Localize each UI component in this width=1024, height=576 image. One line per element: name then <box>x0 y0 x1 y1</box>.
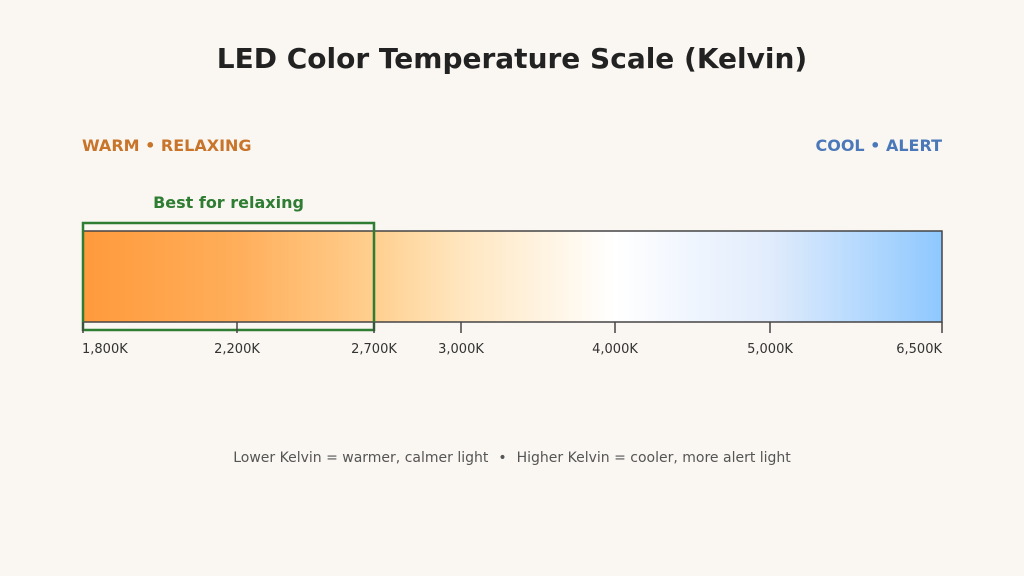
tick-label: 3,000K <box>438 342 484 357</box>
tick-label: 2,200K <box>214 342 260 357</box>
footnote-right: Higher Kelvin = cooler, more alert light <box>516 450 791 466</box>
warm-label: WARM • RELAXING <box>82 136 252 155</box>
tick-label: 6,500K <box>896 342 942 357</box>
footnote-left: Lower Kelvin = warmer, calmer light <box>233 450 489 466</box>
highlight-label: Best for relaxing <box>153 193 304 212</box>
footnote-separator: • <box>498 450 507 466</box>
tick-label: 1,800K <box>82 342 128 357</box>
footnote: Lower Kelvin = warmer, calmer light • High… <box>0 450 1024 466</box>
gradient-bar <box>82 230 943 323</box>
cool-label: COOL • ALERT <box>815 136 942 155</box>
page-title: LED Color Temperature Scale (Kelvin) <box>216 42 808 75</box>
highlight-box <box>81 221 376 332</box>
tick-group: 1,800K 2,200K 2,700K 3,000K 4,000K 5,000K 6,50… <box>82 322 943 357</box>
tick-label: 4,000K <box>592 342 638 357</box>
tick-label: 2,700K <box>351 342 397 357</box>
tick-label: 5,000K <box>747 342 793 357</box>
